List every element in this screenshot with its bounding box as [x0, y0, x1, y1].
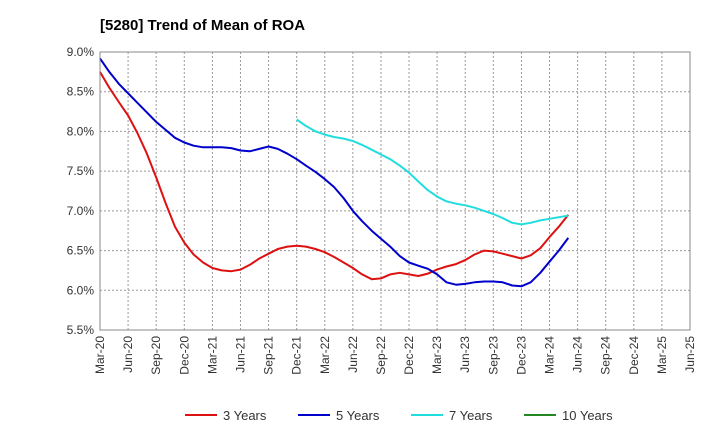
- y-tick-label: 8.0%: [67, 124, 95, 138]
- x-tick-label: Dec-23: [514, 336, 528, 375]
- x-tick-label: Sep-20: [149, 336, 163, 375]
- x-tick-label: Dec-22: [402, 336, 416, 375]
- series-line-7-years: [296, 118, 569, 226]
- x-tick-label: Mar-24: [543, 336, 557, 374]
- x-tick-label: Dec-24: [627, 336, 641, 375]
- legend-label: 3 Years: [223, 408, 267, 423]
- chart-title: [5280] Trend of Mean of ROA: [100, 17, 305, 34]
- x-tick-label: Mar-21: [205, 336, 219, 374]
- x-tick-label: Jun-23: [458, 336, 472, 373]
- y-tick-label: 7.0%: [67, 204, 95, 218]
- y-tick-label: 5.5%: [67, 323, 95, 337]
- x-tick-label: Jun-20: [121, 336, 135, 373]
- x-tick-label: Sep-22: [374, 336, 388, 375]
- x-tick-label: Mar-20: [93, 336, 107, 374]
- legend: 3 Years 5 Years 7 Years 10 Years: [185, 408, 613, 423]
- x-tick-label: Jun-25: [683, 336, 697, 373]
- grid-lines: [100, 52, 690, 330]
- legend-label: 7 Years: [449, 408, 493, 423]
- y-tick-label: 9.0%: [67, 45, 95, 59]
- y-tick-label: 6.5%: [67, 244, 95, 258]
- x-tick-label: Sep-21: [262, 336, 276, 375]
- x-tick-label: Mar-22: [318, 336, 332, 374]
- x-tick-label: Jun-24: [571, 336, 585, 373]
- x-tick-label: Dec-21: [290, 336, 304, 375]
- x-tick-label: Jun-21: [233, 336, 247, 373]
- legend-label: 5 Years: [336, 408, 380, 423]
- x-axis-ticks: Mar-20 Jun-20 Sep-20 Dec-20 Mar-21 Jun-21 Sep-…: [93, 336, 697, 375]
- y-tick-label: 6.0%: [67, 283, 95, 297]
- x-tick-label: Jun-22: [346, 336, 360, 373]
- series-line-3-years: [99, 71, 570, 281]
- plot-area-frame: [99, 51, 691, 331]
- x-tick-label: Dec-20: [177, 336, 191, 375]
- x-tick-label: Mar-23: [430, 336, 444, 374]
- y-tick-label: 8.5%: [67, 85, 95, 99]
- legend-label: 10 Years: [562, 408, 613, 423]
- x-tick-label: Mar-25: [655, 336, 669, 374]
- x-tick-label: Sep-24: [599, 336, 613, 375]
- y-tick-label: 7.5%: [67, 164, 95, 178]
- y-axis-ticks: 5.5% 6.0% 6.5% 7.0% 7.5% 8.0% 8.5% 9.0%: [67, 45, 95, 337]
- series-lines: [99, 57, 570, 288]
- x-tick-label: Sep-23: [486, 336, 500, 375]
- series-line-5-years: [99, 57, 570, 288]
